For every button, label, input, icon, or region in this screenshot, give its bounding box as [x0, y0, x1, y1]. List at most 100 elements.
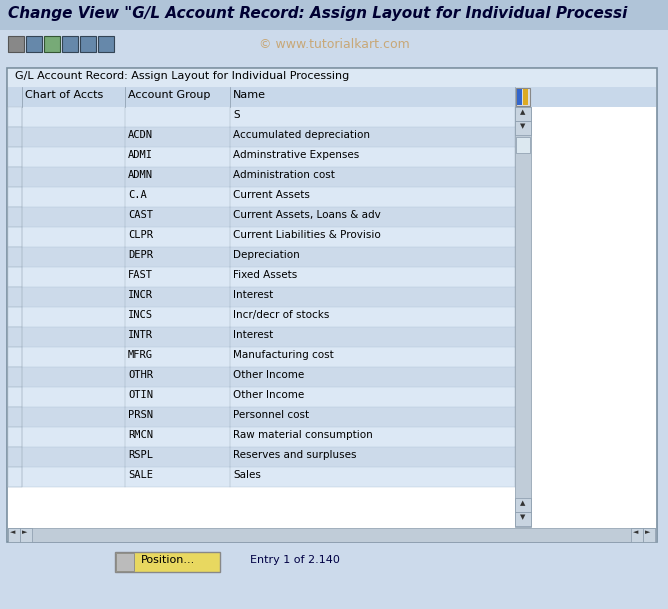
FancyBboxPatch shape	[7, 68, 657, 542]
FancyBboxPatch shape	[517, 89, 522, 105]
Text: Administration cost: Administration cost	[233, 170, 335, 180]
FancyBboxPatch shape	[8, 167, 515, 187]
Text: CLPR: CLPR	[128, 230, 153, 240]
Text: Other Income: Other Income	[233, 390, 304, 400]
FancyBboxPatch shape	[8, 307, 515, 327]
Text: ACDN: ACDN	[128, 130, 153, 140]
Text: Account Group: Account Group	[128, 90, 210, 100]
FancyBboxPatch shape	[515, 107, 531, 121]
FancyBboxPatch shape	[8, 367, 515, 387]
Text: Current Assets: Current Assets	[233, 190, 310, 200]
Text: Entry 1 of 2.140: Entry 1 of 2.140	[250, 555, 340, 565]
FancyBboxPatch shape	[8, 307, 22, 327]
FancyBboxPatch shape	[523, 89, 528, 105]
FancyBboxPatch shape	[8, 127, 515, 147]
FancyBboxPatch shape	[643, 528, 655, 542]
Text: CAST: CAST	[128, 210, 153, 220]
FancyBboxPatch shape	[631, 528, 643, 542]
FancyBboxPatch shape	[115, 552, 220, 572]
Text: Name: Name	[233, 90, 266, 100]
Text: RSPL: RSPL	[128, 450, 153, 460]
Text: ▼: ▼	[520, 514, 526, 520]
Text: Adminstrative Expenses: Adminstrative Expenses	[233, 150, 359, 160]
Text: © www.tutorialkart.com: © www.tutorialkart.com	[259, 38, 409, 51]
FancyBboxPatch shape	[516, 88, 530, 106]
FancyBboxPatch shape	[98, 36, 114, 52]
Text: Interest: Interest	[233, 290, 273, 300]
FancyBboxPatch shape	[8, 187, 515, 207]
FancyBboxPatch shape	[8, 287, 515, 307]
Text: MFRG: MFRG	[128, 350, 153, 360]
Text: ◄: ◄	[10, 529, 15, 535]
FancyBboxPatch shape	[8, 107, 515, 127]
Text: Current Assets, Loans & adv: Current Assets, Loans & adv	[233, 210, 381, 220]
Text: Depreciation: Depreciation	[233, 250, 300, 260]
FancyBboxPatch shape	[116, 553, 134, 571]
Text: Personnel cost: Personnel cost	[233, 410, 309, 420]
FancyBboxPatch shape	[8, 467, 22, 487]
Text: Raw material consumption: Raw material consumption	[233, 430, 373, 440]
Text: Position...: Position...	[141, 555, 195, 565]
Text: INTR: INTR	[128, 330, 153, 340]
Text: Manufacturing cost: Manufacturing cost	[233, 350, 334, 360]
FancyBboxPatch shape	[516, 137, 530, 153]
FancyBboxPatch shape	[8, 327, 22, 347]
FancyBboxPatch shape	[80, 36, 96, 52]
FancyBboxPatch shape	[8, 347, 22, 367]
Text: ►: ►	[22, 529, 27, 535]
Text: Accumulated depreciation: Accumulated depreciation	[233, 130, 370, 140]
Text: ◄: ◄	[633, 529, 639, 535]
FancyBboxPatch shape	[8, 207, 515, 227]
FancyBboxPatch shape	[8, 528, 656, 542]
Text: S: S	[233, 110, 240, 120]
FancyBboxPatch shape	[515, 107, 531, 527]
FancyBboxPatch shape	[8, 227, 515, 247]
FancyBboxPatch shape	[8, 387, 22, 407]
FancyBboxPatch shape	[0, 0, 668, 30]
FancyBboxPatch shape	[8, 147, 515, 167]
FancyBboxPatch shape	[8, 347, 515, 367]
FancyBboxPatch shape	[20, 528, 32, 542]
Text: ►: ►	[645, 529, 651, 535]
Text: DEPR: DEPR	[128, 250, 153, 260]
FancyBboxPatch shape	[8, 407, 22, 427]
FancyBboxPatch shape	[8, 387, 515, 407]
FancyBboxPatch shape	[8, 207, 22, 227]
Text: Fixed Assets: Fixed Assets	[233, 270, 297, 280]
Text: Interest: Interest	[233, 330, 273, 340]
FancyBboxPatch shape	[8, 167, 22, 187]
FancyBboxPatch shape	[8, 287, 22, 307]
Text: G/L Account Record: Assign Layout for Individual Processing: G/L Account Record: Assign Layout for In…	[15, 71, 349, 81]
FancyBboxPatch shape	[515, 512, 531, 526]
Text: Reserves and surpluses: Reserves and surpluses	[233, 450, 357, 460]
FancyBboxPatch shape	[8, 447, 515, 467]
FancyBboxPatch shape	[8, 69, 656, 87]
FancyBboxPatch shape	[8, 467, 515, 487]
Text: ▲: ▲	[520, 500, 526, 506]
FancyBboxPatch shape	[8, 247, 22, 267]
FancyBboxPatch shape	[8, 127, 22, 147]
Text: Current Liabilities & Provisio: Current Liabilities & Provisio	[233, 230, 381, 240]
FancyBboxPatch shape	[515, 121, 531, 135]
FancyBboxPatch shape	[8, 407, 515, 427]
FancyBboxPatch shape	[8, 267, 515, 287]
FancyBboxPatch shape	[8, 528, 20, 542]
FancyBboxPatch shape	[8, 427, 22, 447]
Text: PRSN: PRSN	[128, 410, 153, 420]
Text: Incr/decr of stocks: Incr/decr of stocks	[233, 310, 329, 320]
FancyBboxPatch shape	[62, 36, 78, 52]
FancyBboxPatch shape	[8, 87, 656, 107]
Text: Change View "G/L Account Record: Assign Layout for Individual Processi: Change View "G/L Account Record: Assign …	[8, 6, 627, 21]
FancyBboxPatch shape	[0, 30, 668, 58]
Text: INCS: INCS	[128, 310, 153, 320]
Text: Sales: Sales	[233, 470, 261, 480]
Text: ADMI: ADMI	[128, 150, 153, 160]
Text: OTIN: OTIN	[128, 390, 153, 400]
FancyBboxPatch shape	[8, 427, 515, 447]
Text: Chart of Accts: Chart of Accts	[25, 90, 104, 100]
Text: FAST: FAST	[128, 270, 153, 280]
FancyBboxPatch shape	[515, 498, 531, 512]
FancyBboxPatch shape	[8, 327, 515, 347]
Text: RMCN: RMCN	[128, 430, 153, 440]
FancyBboxPatch shape	[8, 187, 22, 207]
